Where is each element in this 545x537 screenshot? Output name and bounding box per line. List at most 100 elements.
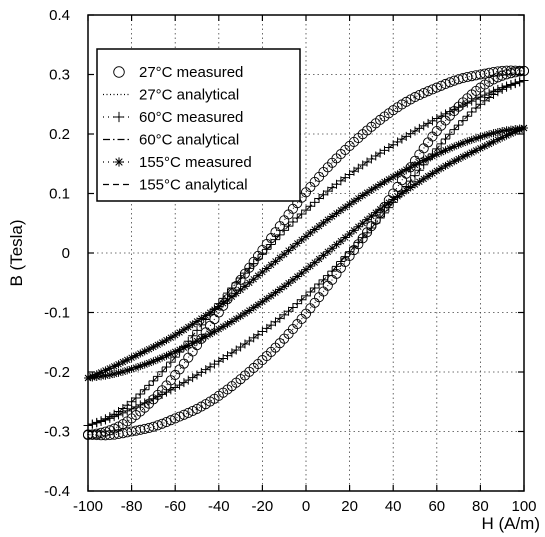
data-point: [441, 161, 450, 170]
data-point: [114, 360, 123, 369]
x-tick-label: 80: [472, 498, 489, 515]
data-point: [453, 74, 464, 85]
data-point: [506, 129, 515, 138]
data-point: [440, 78, 451, 90]
data-point: [327, 266, 337, 276]
data-point: [96, 416, 106, 426]
data-point: [275, 253, 284, 262]
data-point: [92, 417, 102, 427]
data-point: [341, 233, 350, 242]
data-point: [153, 371, 163, 381]
data-point: [411, 180, 419, 189]
x-tick-label: -60: [164, 498, 186, 515]
data-point: [462, 111, 472, 121]
data-point: [472, 146, 481, 155]
data-point: [183, 407, 194, 418]
data-point: [271, 257, 280, 266]
data-point: [318, 275, 328, 285]
data-point: [332, 209, 341, 218]
data-point: [467, 135, 476, 144]
data-point: [127, 353, 136, 362]
data-point: [288, 302, 298, 312]
data-point: [136, 349, 145, 358]
data-point: [327, 183, 337, 193]
data-point: [144, 380, 154, 390]
data-point: [393, 170, 402, 179]
data-point: [206, 308, 215, 317]
data-point: [423, 86, 434, 97]
data-point: [485, 139, 494, 148]
data-point: [454, 102, 464, 112]
data-point: [332, 261, 342, 271]
data-point: [178, 409, 189, 420]
data-point: [489, 129, 498, 138]
data-point: [497, 83, 507, 93]
legend-box: [96, 48, 301, 202]
data-point: [100, 414, 110, 424]
legend-label: 27°C analytical: [139, 87, 239, 104]
data-point: [161, 362, 171, 372]
data-point: [148, 376, 158, 386]
data-point: [148, 421, 159, 432]
data-point: [305, 201, 315, 211]
data-point: [293, 272, 302, 281]
data-point: [319, 218, 328, 227]
data-point: [493, 135, 502, 144]
data-point: [236, 285, 245, 294]
data-point: [336, 206, 345, 215]
data-point: [110, 362, 119, 371]
data-point: [214, 325, 223, 334]
data-point: [349, 242, 359, 252]
data-point: [450, 142, 459, 151]
data-point: [423, 118, 433, 128]
data-point: [397, 167, 406, 176]
data-point: [153, 355, 162, 364]
legend-marker: [113, 66, 125, 78]
data-point: [462, 98, 472, 108]
data-point: [376, 205, 385, 214]
data-point: [428, 152, 437, 161]
data-point: [493, 127, 502, 136]
data-point: [424, 172, 433, 181]
data-point: [158, 353, 167, 362]
data-point: [485, 130, 494, 139]
data-point: [414, 165, 424, 175]
data-point: [362, 228, 372, 238]
data-point: [257, 249, 267, 259]
data-point: [284, 306, 294, 316]
data-point: [245, 278, 254, 287]
y-tick-label: 0.2: [49, 126, 70, 143]
data-point: [288, 275, 297, 284]
data-point: [436, 80, 447, 91]
x-tick-label: -20: [252, 498, 274, 515]
data-point: [302, 265, 310, 274]
series-line-60-c-analytical: [87, 79, 525, 427]
data-point: [175, 380, 185, 390]
data-point: [101, 371, 110, 380]
data-point: [171, 331, 180, 340]
data-point: [267, 291, 276, 300]
data-point: [336, 257, 346, 267]
data-point: [432, 150, 441, 159]
data-point: [323, 271, 333, 281]
data-point: [236, 312, 245, 321]
data-point: [166, 357, 176, 367]
data-point: [105, 412, 115, 422]
x-tick-label: 100: [511, 498, 536, 515]
data-point: [292, 299, 302, 309]
data-point: [480, 142, 489, 151]
data-point: [193, 317, 201, 326]
data-point: [275, 230, 285, 240]
data-point: [411, 160, 419, 169]
data-point: [174, 411, 185, 422]
data-point: [428, 169, 437, 178]
data-point: [437, 164, 446, 173]
data-point: [131, 393, 141, 403]
data-point: [97, 368, 106, 377]
data-point: [170, 413, 181, 424]
data-point: [157, 389, 167, 399]
data-point: [131, 402, 141, 412]
data-point: [158, 338, 167, 347]
series-line-27-c-analytical: [87, 70, 525, 436]
data-point: [332, 240, 341, 249]
